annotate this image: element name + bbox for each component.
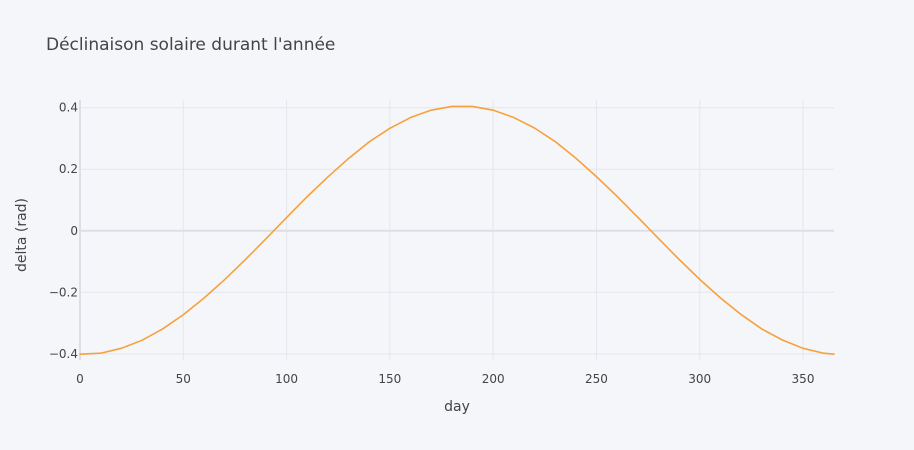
tick-label-layer: 0 50 100 150 200 250 300 350 −0.4 −0.2 0 0.2 0.4 <box>49 101 815 386</box>
x-tick-label: 250 <box>585 372 608 386</box>
series-line[interactable] <box>79 105 835 355</box>
x-tick-label: 200 <box>482 372 505 386</box>
chart-title: Déclinaison solaire durant l'année <box>46 35 335 55</box>
y-tick-label: −0.4 <box>49 347 78 361</box>
x-tick-label: 100 <box>275 372 298 386</box>
y-tick-label: −0.2 <box>49 285 78 299</box>
y-tick-label: 0.2 <box>59 162 78 176</box>
x-tick-label: 150 <box>378 372 401 386</box>
y-axis-title: delta (rad) <box>14 198 30 272</box>
y-tick-label: 0.4 <box>59 101 78 115</box>
x-axis-title: day <box>444 399 470 415</box>
grid-layer <box>79 100 834 360</box>
y-tick-label: 0 <box>70 224 78 238</box>
x-tick-label: 0 <box>76 372 84 386</box>
x-tick-label: 300 <box>688 372 711 386</box>
x-tick-label: 350 <box>792 372 815 386</box>
x-tick-label: 50 <box>176 372 191 386</box>
series-layer <box>79 105 835 355</box>
